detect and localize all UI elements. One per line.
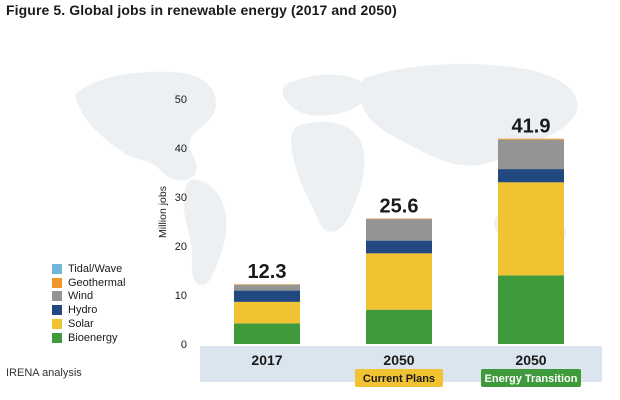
legend-item: Solar [52, 317, 125, 331]
x-category-label: 2017 [251, 352, 282, 368]
source-note: IRENA analysis [6, 367, 82, 379]
scenario-badge: Current Plans [355, 369, 443, 387]
scenario-badge: Energy Transition [481, 369, 581, 387]
bar-segment-bioenergy [234, 323, 300, 344]
bar-total-label: 41.9 [512, 116, 551, 138]
bar-segment-solar [234, 301, 300, 324]
legend-item: Geothermal [52, 276, 125, 290]
y-axis-label: Million jobs [157, 186, 169, 238]
bar-segment-wind [498, 139, 564, 170]
bar-segment-wind [366, 219, 432, 241]
bar-segment-bioenergy [366, 309, 432, 344]
bars [234, 138, 564, 344]
bar-segment-hydro [234, 290, 300, 302]
y-tick-label: 50 [175, 94, 187, 106]
scenario-label: Energy Transition [485, 373, 578, 385]
legend-label: Tidal/Wave [68, 262, 123, 275]
legend-item: Tidal/Wave [52, 262, 125, 276]
legend-label: Bioenergy [68, 331, 118, 344]
y-tick-label: 20 [175, 241, 187, 253]
y-tick-label: 30 [175, 192, 187, 204]
bar-total-label: 12.3 [248, 261, 287, 283]
legend-swatch [52, 305, 62, 316]
x-category-label: 2050 [515, 352, 546, 368]
bar-segment-bioenergy [498, 275, 564, 344]
legend-item: Bioenergy [52, 331, 125, 345]
legend-label: Wind [68, 290, 94, 303]
legend-swatch [52, 277, 62, 288]
y-axis: 0 10 20 30 40 50 [175, 94, 187, 351]
legend-label: Solar [68, 318, 94, 331]
scenario-badge-background [481, 369, 581, 387]
figure-title: Figure 5. Global jobs in renewable energ… [6, 2, 397, 18]
bar-segment-geothermal [498, 138, 564, 140]
y-tick-label: 10 [175, 290, 187, 302]
bar-total-label: 25.6 [380, 196, 419, 218]
bar-segment-hydro [498, 169, 564, 183]
legend: Tidal/Wave Geothermal Wind Hydro Solar Bioene… [52, 262, 125, 345]
data-labels: 12.3 2017 25.6 2050 41.9 2050 Current Plans Ene… [248, 116, 581, 387]
legend-swatch [52, 332, 62, 343]
legend-swatch [52, 263, 62, 274]
x-category-label: 2050 [383, 352, 414, 368]
legend-label: Geothermal [68, 276, 126, 289]
legend-item: Wind [52, 290, 125, 304]
scenario-badge-background [355, 369, 443, 387]
legend-swatch [52, 319, 62, 330]
legend-label: Hydro [68, 304, 98, 317]
y-tick-label: 40 [175, 143, 187, 155]
bar-segment-solar [366, 253, 432, 310]
scenario-label: Current Plans [363, 373, 435, 385]
bar-segment-solar [498, 182, 564, 276]
bar-segment-wind [234, 284, 300, 291]
legend-swatch [52, 291, 62, 302]
y-tick-label: 0 [181, 339, 187, 351]
bar-segment-hydro [366, 240, 432, 254]
legend-item: Hydro [52, 303, 125, 317]
